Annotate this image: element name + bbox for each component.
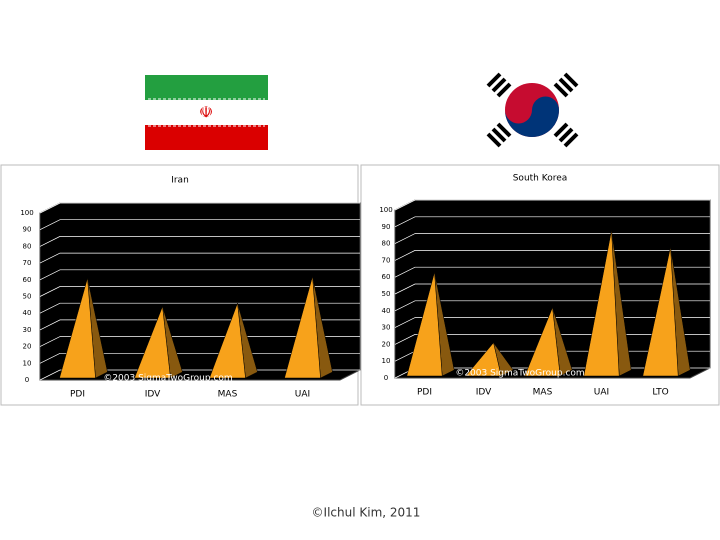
y-tick-label: 80 bbox=[382, 240, 391, 248]
grid-line bbox=[39, 236, 360, 247]
chart-frame bbox=[360, 164, 720, 406]
y-tick-label: 90 bbox=[382, 223, 391, 231]
grid-line bbox=[39, 369, 360, 381]
footer: ©Ilchul Kim, 2011 bbox=[312, 506, 421, 520]
y-tick-label: 20 bbox=[23, 343, 32, 351]
y-tick-label: 0 bbox=[384, 374, 388, 382]
korea-flag bbox=[486, 72, 579, 148]
x-tick-label: MAS bbox=[533, 388, 553, 398]
pyramid bbox=[209, 303, 246, 379]
y-tick-label: 50 bbox=[23, 293, 32, 301]
y-tick-label: 60 bbox=[382, 273, 391, 281]
grid-line bbox=[39, 219, 360, 231]
iran-flag: ☫ bbox=[145, 75, 268, 150]
grid-line bbox=[39, 269, 360, 281]
y-tick-label: 30 bbox=[23, 326, 32, 334]
pyramid bbox=[642, 246, 679, 377]
watermark: ©2003 SigmaTwoGroup.com bbox=[455, 369, 584, 379]
y-tick-label: 70 bbox=[382, 256, 391, 264]
x-tick-label: PDI bbox=[70, 390, 85, 400]
pyramid bbox=[465, 342, 502, 377]
y-tick-label: 100 bbox=[20, 209, 33, 217]
grid-line bbox=[39, 302, 360, 314]
grid-line bbox=[39, 336, 360, 347]
y-tick-label: 10 bbox=[23, 359, 32, 367]
grid-line bbox=[39, 352, 360, 364]
y-tick-label: 70 bbox=[23, 259, 32, 267]
grid-line bbox=[39, 252, 360, 264]
pyramid bbox=[284, 276, 321, 379]
x-tick-label: UAI bbox=[295, 390, 310, 400]
y-tick-label: 90 bbox=[23, 226, 32, 234]
y-tick-label: 10 bbox=[382, 357, 391, 365]
y-tick-label: 40 bbox=[23, 309, 32, 317]
y-tick-label: 40 bbox=[382, 307, 391, 315]
grid-line bbox=[39, 202, 360, 214]
x-tick-label: MAS bbox=[218, 390, 238, 400]
watermark: ©2003 SigmaTwoGroup.com bbox=[103, 374, 232, 384]
y-tick-label: 80 bbox=[23, 242, 32, 250]
y-tick-label: 50 bbox=[382, 290, 391, 298]
chart-title: Iran bbox=[171, 176, 189, 186]
pyramid bbox=[406, 272, 443, 377]
grid-line bbox=[394, 216, 710, 228]
pyramid bbox=[524, 307, 561, 377]
x-tick-label: UAI bbox=[594, 388, 609, 398]
y-tick-label: 30 bbox=[382, 324, 391, 332]
pyramid bbox=[134, 306, 171, 379]
x-tick-label: PDI bbox=[417, 388, 432, 398]
y-tick-label: 0 bbox=[25, 376, 29, 384]
grid-line bbox=[39, 319, 360, 331]
x-tick-label: IDV bbox=[145, 390, 161, 400]
y-tick-label: 100 bbox=[379, 206, 392, 214]
svg-text:☫: ☫ bbox=[199, 103, 213, 122]
pyramid bbox=[583, 230, 620, 377]
x-tick-label: IDV bbox=[476, 388, 492, 398]
pyramid bbox=[59, 278, 96, 379]
y-tick-label: 60 bbox=[23, 276, 32, 284]
chart-title: South Korea bbox=[513, 174, 568, 184]
grid-line bbox=[39, 286, 360, 297]
y-tick-label: 20 bbox=[382, 340, 391, 348]
grid-line bbox=[394, 199, 710, 211]
x-tick-label: LTO bbox=[652, 388, 668, 398]
